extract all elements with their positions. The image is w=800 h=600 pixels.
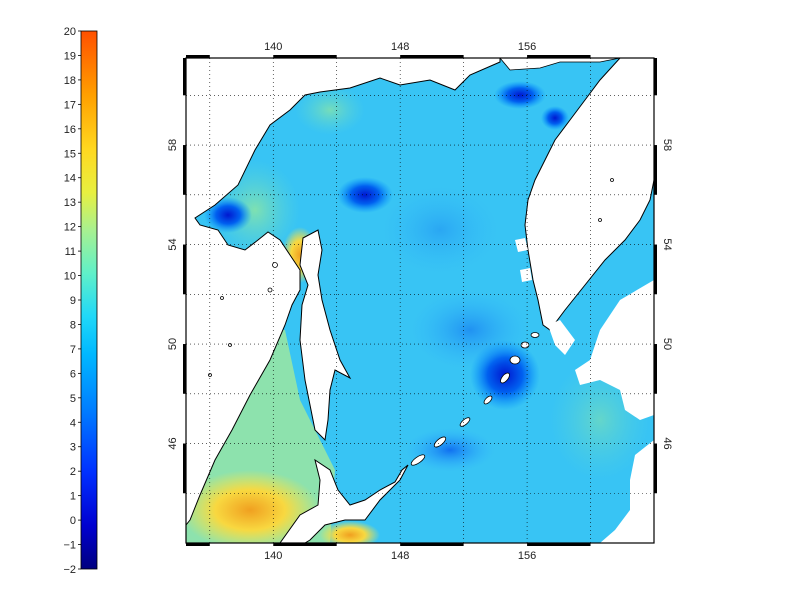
colorbar-tick-label: 4: [70, 417, 76, 429]
graticule: [186, 58, 654, 543]
frame-segment: [186, 55, 210, 58]
frame-segment: [654, 58, 657, 96]
frame-segment: [183, 244, 186, 295]
colorbar-tick-label: −1: [63, 540, 76, 552]
colorbar-tick-label: 17: [64, 99, 76, 111]
frame-segment: [400, 55, 464, 58]
frame-segment: [273, 55, 337, 58]
frame-segment: [400, 543, 464, 546]
colorbar-tick-label: 15: [64, 148, 76, 160]
frame-segment: [654, 443, 657, 494]
colorbar-tick-label: 3: [70, 442, 76, 454]
frame-segment: [654, 145, 657, 195]
colorbar-tick-label: 11: [65, 246, 76, 258]
colorbar-tick-label: 0: [70, 515, 76, 527]
colorbar-tick-label: 13: [64, 197, 76, 209]
colorbar-tick-label: 5: [70, 393, 76, 405]
hokkaido-island: [279, 458, 409, 543]
colorbar-tick-label: 7: [70, 344, 76, 356]
frame-segment: [654, 244, 657, 295]
kamchatka-peninsula: [524, 58, 654, 331]
frame-segment: [654, 344, 657, 394]
lat-right-label: 50: [661, 338, 673, 350]
colorbar-tick-label: 9: [70, 295, 76, 307]
mainland-asia: [186, 58, 501, 526]
lon-top-label: 148: [391, 41, 409, 53]
axis-labels: 140 148 156 140 148 156 58 54 50 46 58 54 50 46: [167, 41, 673, 562]
colorbar-tick-label: 10: [64, 271, 76, 283]
colorbar-tick-label: −2: [63, 564, 76, 576]
lon-top-label: 156: [518, 41, 536, 53]
lon-bottom-label: 140: [264, 550, 282, 562]
colorbar-tick-label: 19: [64, 50, 76, 62]
colorbar-ramp: [80, 30, 98, 570]
lon-bottom-label: 156: [518, 550, 536, 562]
frame-segment: [183, 344, 186, 394]
colorbar-tick-label: 12: [64, 222, 76, 234]
colorbar-tick-label: 14: [64, 173, 76, 185]
lat-right-label: 58: [661, 139, 673, 151]
frame-segment: [273, 543, 337, 546]
kuril-islands: [410, 332, 540, 466]
colorbar-tick-label: 6: [70, 368, 76, 380]
map-panel: 140 148 156 140 148 156 58 54 50 46 58 54 50 46: [167, 41, 673, 562]
frame-segment: [183, 443, 186, 494]
colorbar-tick-label: 1: [70, 491, 76, 503]
sakhalin-island: [299, 229, 352, 442]
frame-segment: [527, 543, 591, 546]
frame-segment: [183, 58, 186, 96]
lat-left-label: 46: [167, 437, 179, 449]
colorbar-tick-label: 2: [70, 466, 76, 478]
no-data-patches: [515, 75, 654, 543]
lat-left-label: 58: [167, 139, 179, 151]
colorbar-tick-label: 18: [64, 75, 76, 87]
lat-right-label: 54: [661, 238, 673, 250]
frame-segment: [183, 145, 186, 195]
lon-bottom-label: 148: [391, 550, 409, 562]
colorbar-tick-label: 16: [64, 124, 76, 136]
lat-right-label: 46: [661, 437, 673, 449]
sst-field: [186, 58, 654, 543]
lat-left-label: 54: [167, 238, 179, 250]
colorbar-tick-label: 20: [64, 26, 76, 38]
lat-left-label: 50: [167, 338, 179, 350]
frame-segment: [186, 543, 210, 546]
lon-top-label: 140: [264, 41, 282, 53]
map-frame-border: [183, 55, 657, 546]
colorbar-tick-label: 8: [70, 319, 76, 331]
frame-segment: [527, 55, 591, 58]
